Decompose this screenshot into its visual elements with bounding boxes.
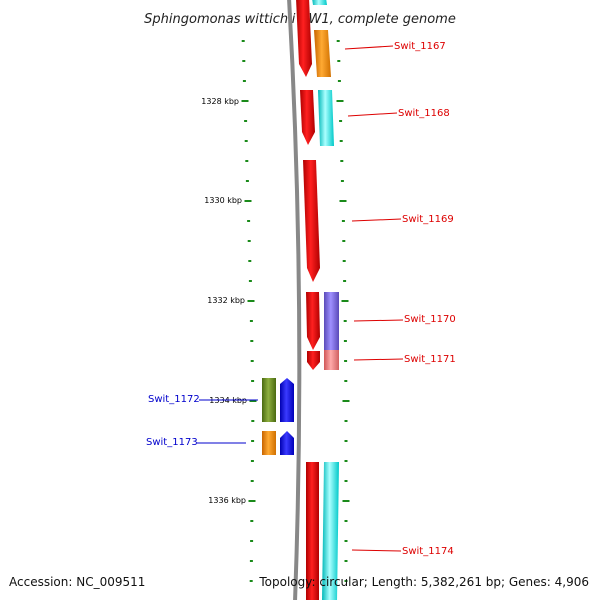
tick-right-major — [336, 100, 344, 102]
tick-right-minor — [337, 60, 341, 62]
tick-right-minor — [344, 360, 348, 362]
tick-left-minor — [249, 580, 253, 582]
tick-left-minor — [249, 560, 253, 562]
cds-arrow-swit-1173[interactable] — [280, 431, 294, 455]
tick-right-minor — [343, 320, 347, 322]
tick-right-minor — [344, 480, 348, 482]
genome-backbone — [287, 0, 302, 600]
tick-left-minor — [249, 320, 253, 322]
tick-left-minor — [247, 220, 251, 222]
tick-right-minor — [344, 520, 348, 522]
gene-label-swit-1173[interactable]: Swit_1173 — [146, 437, 198, 448]
gene-label-swit-1170[interactable]: Swit_1170 — [404, 314, 456, 325]
leader-line-swit-1168 — [347, 112, 398, 117]
tick-right-minor — [340, 180, 344, 182]
tick-left-minor — [248, 280, 252, 282]
tick-right-minor — [342, 260, 346, 262]
tick-left-minor — [250, 540, 254, 542]
tick-right-minor — [339, 120, 343, 122]
cog-block-swit-1167 — [314, 30, 331, 77]
tick-right-minor — [344, 440, 348, 442]
leader-line-swit-1170 — [353, 319, 404, 322]
gene-label-swit-1167[interactable]: Swit_1167 — [394, 41, 446, 52]
tick-left-minor — [250, 480, 254, 482]
tick-left-major — [241, 100, 249, 102]
cds-arrow-swit-1171[interactable] — [307, 351, 320, 370]
gene-label-swit-1171[interactable]: Swit_1171 — [404, 354, 456, 365]
tick-left-minor — [251, 440, 255, 442]
cog-block-swit-1168 — [318, 90, 334, 146]
leader-line-swit-1171 — [353, 358, 404, 361]
cog-block-swit-1172 — [262, 378, 276, 422]
cog-block-swit-1170 — [324, 292, 339, 350]
tick-left-minor — [250, 460, 254, 462]
tick-left-minor — [245, 180, 249, 182]
leader-line-swit-1167 — [344, 45, 394, 50]
tick-left-major — [249, 400, 257, 402]
tick-right-minor — [342, 240, 346, 242]
cds-arrow-swit-1167[interactable] — [296, 0, 312, 77]
tick-right-minor — [344, 380, 348, 382]
kbp-label: 1332 kbp — [207, 296, 245, 305]
leader-line-swit-1174 — [351, 549, 402, 552]
leader-line-swit-1169 — [351, 218, 402, 222]
tick-left-minor — [247, 240, 251, 242]
tick-left-minor — [251, 420, 255, 422]
tick-left-minor — [248, 260, 252, 262]
accession-text: Accession: NC_009511 — [9, 575, 145, 589]
tick-left-minor — [245, 160, 249, 162]
topology-text: Topology: circular; Length: 5,382,261 bp… — [258, 575, 589, 589]
tick-right-minor — [344, 460, 348, 462]
tick-left-minor — [244, 120, 248, 122]
tick-right-minor — [341, 220, 345, 222]
cds-arrow-swit-1170[interactable] — [306, 292, 320, 350]
tick-left-major — [244, 200, 252, 202]
kbp-label: 1336 kbp — [208, 496, 246, 505]
tick-left-major — [247, 300, 255, 302]
tick-right-minor — [344, 560, 348, 562]
cds-arrow-swit-1174[interactable] — [306, 462, 319, 600]
gene-label-swit-1174[interactable]: Swit_1174 — [402, 546, 454, 557]
gene-label-swit-1169[interactable]: Swit_1169 — [402, 214, 454, 225]
cds-arrow-swit-1168[interactable] — [300, 90, 315, 145]
tick-right-minor — [340, 160, 344, 162]
tick-left-minor — [250, 520, 254, 522]
tick-right-major — [342, 400, 350, 402]
gene-label-swit-1168[interactable]: Swit_1168 — [398, 108, 450, 119]
cds-arrow-swit-1169[interactable] — [303, 160, 320, 282]
tick-left-major — [248, 500, 256, 502]
cog-block-swit-1174 — [322, 462, 339, 600]
tick-right-major — [341, 300, 349, 302]
tick-right-minor — [343, 340, 347, 342]
tick-left-minor — [242, 60, 246, 62]
tick-right-minor — [336, 40, 340, 42]
tick-left-minor — [251, 380, 255, 382]
tick-right-minor — [344, 420, 348, 422]
tick-right-major — [342, 500, 350, 502]
cds-arrow-swit-1172[interactable] — [280, 378, 294, 422]
cog-block-top — [312, 0, 327, 5]
tick-left-minor — [241, 40, 245, 42]
tick-right-minor — [344, 540, 348, 542]
cog-block-swit-1171 — [324, 350, 339, 370]
kbp-label: 1328 kbp — [201, 97, 239, 106]
tick-right-major — [339, 200, 347, 202]
gene-label-swit-1172[interactable]: Swit_1172 — [148, 394, 200, 405]
tick-left-minor — [242, 80, 246, 82]
tick-right-minor — [344, 580, 348, 582]
tick-right-minor — [337, 80, 341, 82]
tick-left-minor — [244, 140, 248, 142]
tick-right-minor — [343, 280, 347, 282]
tick-left-minor — [250, 340, 254, 342]
cog-block-swit-1173 — [262, 431, 276, 455]
kbp-label: 1330 kbp — [204, 196, 242, 205]
tick-left-minor — [250, 360, 254, 362]
tick-right-minor — [339, 140, 343, 142]
